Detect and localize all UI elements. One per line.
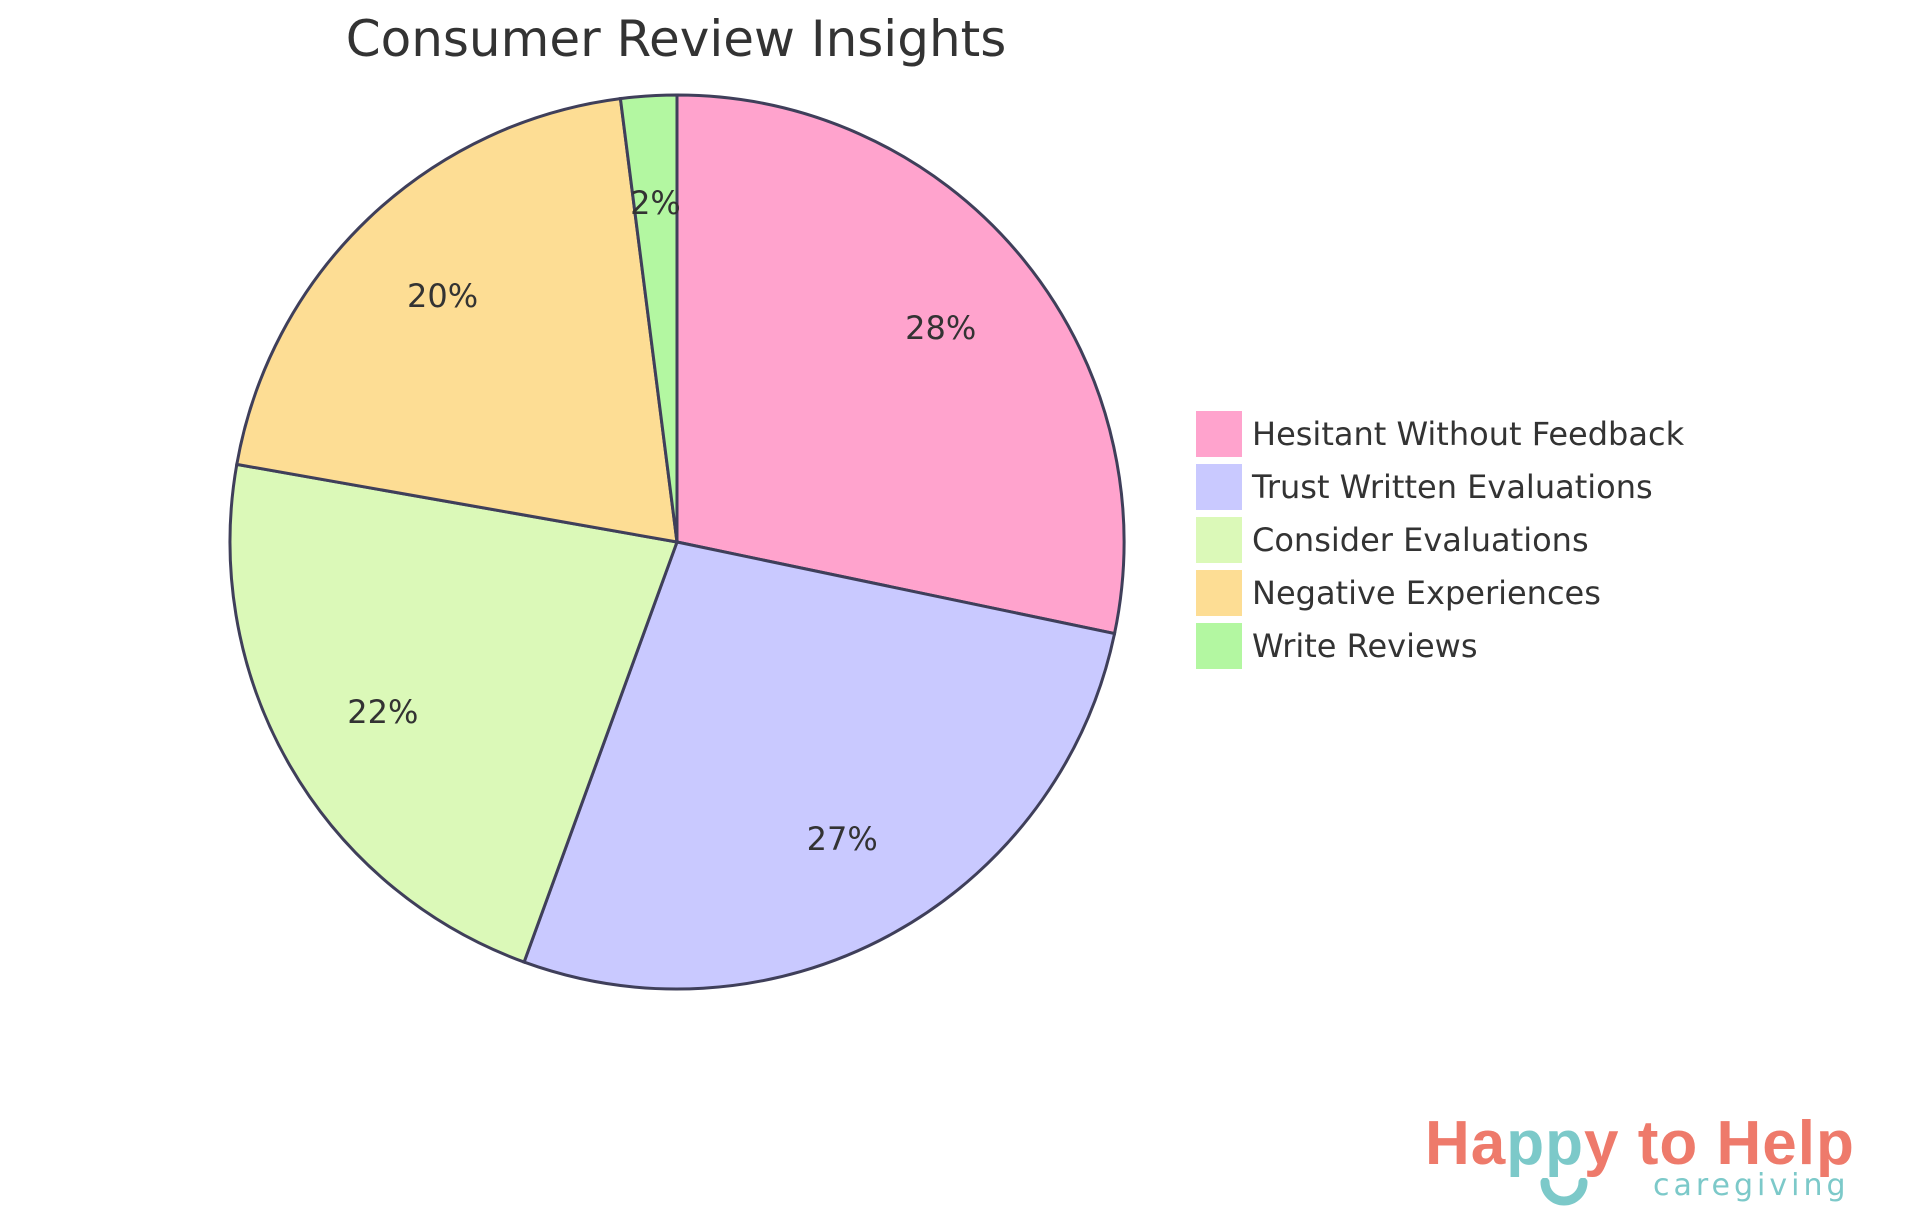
legend-item: Trust Written Evaluations: [1196, 460, 1684, 513]
chart-title: Consumer Review Insights: [345, 10, 1007, 68]
logo-subtitle: caregiving: [1653, 1168, 1850, 1203]
pie-slice: [675, 93, 1126, 636]
legend-swatch: [1196, 622, 1242, 669]
legend-label: Consider Evaluations: [1252, 520, 1589, 559]
pie-slice: [235, 96, 679, 544]
pie-slice: [228, 462, 680, 964]
slice-label: 22%: [347, 693, 418, 731]
slice-label: 20%: [407, 277, 478, 315]
legend-item: Write Reviews: [1196, 619, 1684, 672]
legend-label: Trust Written Evaluations: [1252, 467, 1653, 506]
legend-label: Hesitant Without Feedback: [1252, 414, 1685, 453]
smile-icon: [1540, 1178, 1588, 1206]
pie-slice: [522, 540, 1117, 991]
legend-swatch: [1196, 569, 1242, 616]
slice-label: 27%: [807, 820, 878, 858]
legend-item: Negative Experiences: [1196, 566, 1684, 619]
legend: Hesitant Without Feedback Trust Written …: [1196, 407, 1684, 672]
legend-swatch: [1196, 410, 1242, 457]
legend-swatch: [1196, 516, 1242, 563]
logo: Happy to Help caregiving: [1425, 1108, 1895, 1208]
pie-slice: [618, 93, 679, 543]
legend-swatch: [1196, 463, 1242, 510]
legend-label: Negative Experiences: [1252, 573, 1601, 612]
logo-text: Happy to Help: [1425, 1109, 1855, 1178]
slice-label: 28%: [905, 309, 976, 347]
slice-label: 2%: [630, 184, 681, 222]
legend-item: Hesitant Without Feedback: [1196, 407, 1684, 460]
legend-label: Write Reviews: [1252, 626, 1478, 665]
legend-item: Consider Evaluations: [1196, 513, 1684, 566]
